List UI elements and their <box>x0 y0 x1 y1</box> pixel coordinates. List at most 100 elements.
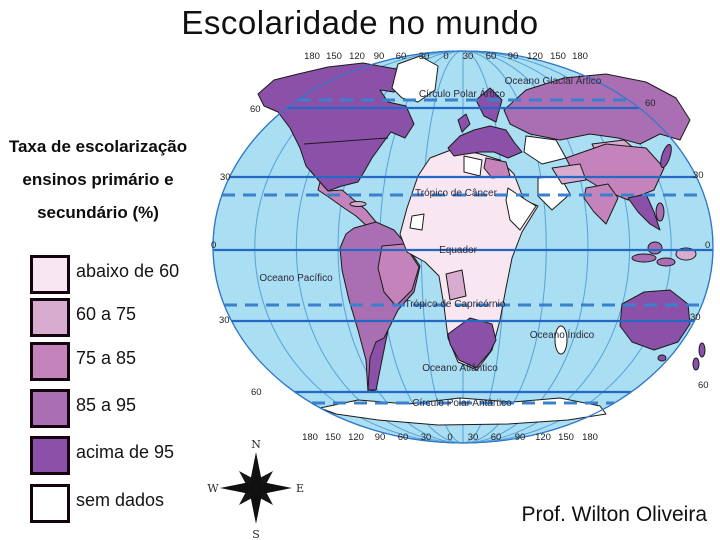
libya-shape <box>463 155 483 177</box>
cuba-shape <box>349 201 367 207</box>
sumatra-java-shape <box>631 253 657 263</box>
map-name-labels: Círculo Polar Ártico Oceano Glacial Árti… <box>259 74 601 409</box>
svg-text:120: 120 <box>535 432 551 443</box>
svg-text:180: 180 <box>572 51 588 62</box>
tropic-capricorn-label: Trópico de Capricórnio <box>405 299 506 310</box>
arctic-ocean-label: Oceano Glacial Ártico <box>505 74 602 87</box>
svg-text:60: 60 <box>486 51 497 62</box>
svg-text:60: 60 <box>251 387 262 398</box>
compass-rose: N E S W <box>207 438 304 540</box>
map-outline <box>212 50 714 444</box>
continents <box>257 55 706 426</box>
new-zealand-south-shape <box>692 357 700 371</box>
latitude-labels-left: 60 30 0 30 60 <box>211 104 262 398</box>
africa-shape <box>399 147 539 371</box>
horn-of-africa-shape <box>505 187 537 231</box>
compass-south-label: S <box>252 528 260 540</box>
legend-swatch-85-95 <box>30 389 70 428</box>
svg-text:30: 30 <box>468 432 479 443</box>
longitude-labels-bottom: 180 150 120 90 60 30 0 30 60 90 120 150 … <box>302 432 598 443</box>
compass-west-label: W <box>207 482 219 495</box>
svg-text:0: 0 <box>443 51 448 62</box>
legend-label-85-95: 85 a 95 <box>76 395 137 415</box>
svg-text:150: 150 <box>326 51 342 62</box>
svg-text:60: 60 <box>698 380 709 391</box>
japan-shape <box>660 144 672 168</box>
legend-title-line3: secundário (%) <box>37 203 159 222</box>
legend-title-line2: ensinos primário e <box>22 170 174 189</box>
svg-text:180: 180 <box>304 51 320 62</box>
svg-text:180: 180 <box>302 432 318 443</box>
sulawesi-shape <box>656 257 676 267</box>
svg-text:0: 0 <box>705 240 710 251</box>
legend-label-no-data: sem dados <box>76 490 165 510</box>
legend-label-below-60: abaixo de 60 <box>76 261 180 281</box>
west-africa-shape <box>409 213 425 231</box>
svg-text:30: 30 <box>419 51 430 62</box>
usa-canada-border <box>303 137 389 145</box>
compass-main-star <box>220 452 292 524</box>
equator-label: Equador <box>439 245 477 256</box>
latitude-labels-right: 60 30 0 30 60 <box>645 98 710 391</box>
antarctic-circle-label: Círculo Polar Antártico <box>412 398 512 409</box>
legend-swatch-75-85 <box>30 342 70 381</box>
compass-north-label: N <box>251 438 261 451</box>
borneo-shape <box>647 241 663 255</box>
svg-text:60: 60 <box>398 432 409 443</box>
svg-text:30: 30 <box>220 172 231 183</box>
new-zealand-north-shape <box>698 342 706 358</box>
tropic-cancer-label: Trópico de Câncer <box>415 188 498 199</box>
svg-text:0: 0 <box>447 432 452 443</box>
legend-swatch-below-60 <box>30 255 70 294</box>
svg-text:30: 30 <box>219 315 230 326</box>
svg-text:60: 60 <box>491 432 502 443</box>
europe-shape <box>447 125 523 159</box>
philippines-shape <box>655 202 665 222</box>
madagascar-shape <box>554 325 568 355</box>
svg-text:0: 0 <box>211 240 216 251</box>
slide-title: Escolaridade no mundo <box>181 4 539 41</box>
svg-text:120: 120 <box>348 432 364 443</box>
legend-label-75-85: 75 a 85 <box>76 348 137 368</box>
legend-label-above-95: acima de 95 <box>76 442 175 462</box>
legend-swatch-60-75 <box>30 298 70 337</box>
legend-swatch-no-data <box>30 484 70 523</box>
svg-text:120: 120 <box>349 51 365 62</box>
pacific-ocean-label: Oceano Pacífico <box>259 273 333 284</box>
legend-swatch-above-95 <box>30 436 70 475</box>
latitude-grid <box>213 98 713 405</box>
uk-shape <box>457 113 471 133</box>
legend-title: Taxa de escolarização ensinos primário e… <box>8 130 188 229</box>
svg-text:30: 30 <box>421 432 432 443</box>
legend-label-60-75: 60 a 75 <box>76 304 137 324</box>
indian-ocean-label: Oceano Índico <box>530 328 595 341</box>
svg-text:30: 30 <box>463 51 474 62</box>
svg-text:150: 150 <box>558 432 574 443</box>
tasmania-shape <box>657 354 667 362</box>
svg-text:30: 30 <box>693 170 704 181</box>
svg-text:180: 180 <box>582 432 598 443</box>
svg-text:60: 60 <box>645 98 656 109</box>
iran-shape <box>551 163 587 185</box>
arctic-circle-label: Círculo Polar Ártico <box>419 87 506 100</box>
atlantic-ocean-label: Oceano Atlântico <box>422 363 498 374</box>
svg-text:60: 60 <box>396 51 407 62</box>
longitude-labels-top: 180 150 120 90 60 30 0 30 60 90 120 150 … <box>304 51 588 62</box>
central-africa-shape <box>445 269 467 301</box>
scandinavia-shape <box>475 87 503 123</box>
svg-text:120: 120 <box>527 51 543 62</box>
world-map: 180 150 120 90 60 30 0 30 60 90 120 150 … <box>211 50 714 444</box>
credit-text: Prof. Wilton Oliveira <box>521 503 707 526</box>
svg-text:90: 90 <box>374 51 385 62</box>
compass-east-label: E <box>296 482 304 495</box>
svg-text:90: 90 <box>515 432 526 443</box>
legend-title-line1: Taxa de escolarização <box>8 137 188 156</box>
kazakhstan-shape <box>523 135 567 165</box>
svg-text:60: 60 <box>250 104 261 115</box>
svg-text:90: 90 <box>508 51 519 62</box>
svg-text:90: 90 <box>375 432 386 443</box>
southern-cone-shape <box>367 329 389 391</box>
north-america-shape <box>257 62 415 192</box>
svg-text:150: 150 <box>325 432 341 443</box>
